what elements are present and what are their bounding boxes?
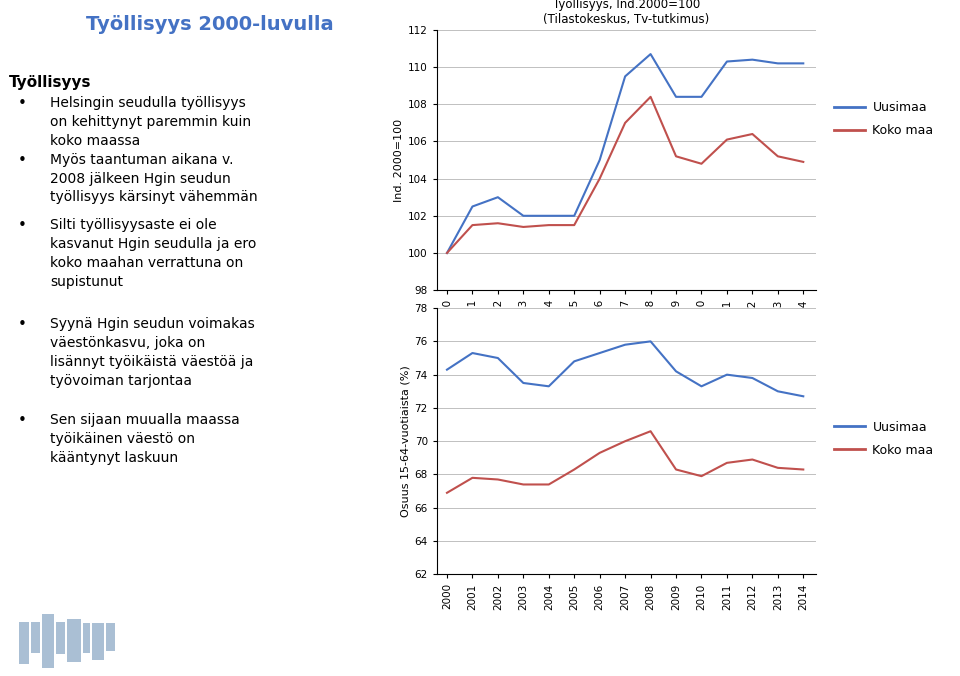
FancyBboxPatch shape [83, 623, 90, 653]
Text: Työllisyys 2000-luvulla: Työllisyys 2000-luvulla [85, 15, 333, 34]
Text: •: • [17, 153, 26, 168]
FancyBboxPatch shape [31, 622, 40, 653]
Text: Syynä Hgin seudun voimakas
väestönkasvu, joka on
lisännyt työikäistä väestöä ja
: Syynä Hgin seudun voimakas väestönkasvu,… [50, 317, 255, 388]
Text: Työllisyys: Työllisyys [9, 75, 91, 90]
Y-axis label: Osuus 15-64-vuotiaista (%): Osuus 15-64-vuotiaista (%) [400, 365, 410, 517]
Text: Myös taantuman aikana v.
2008 jälkeen Hgin seudun
työllisyys kärsinyt vähemmän: Myös taantuman aikana v. 2008 jälkeen Hg… [50, 153, 258, 204]
Legend: Uusimaa, Koko maa: Uusimaa, Koko maa [833, 421, 933, 457]
FancyBboxPatch shape [92, 623, 104, 660]
Text: Helsingin seudulla työllisyys
on kehittynyt paremmin kuin
koko maassa: Helsingin seudulla työllisyys on kehitty… [50, 96, 252, 147]
FancyBboxPatch shape [19, 622, 29, 665]
Text: •: • [17, 317, 26, 332]
Text: •: • [17, 413, 26, 428]
Text: •: • [17, 96, 26, 111]
Title: Työllisyys, Ind.2000=100
(Tilastokeskus, Tv-tutkimus): Työllisyys, Ind.2000=100 (Tilastokeskus,… [543, 0, 709, 26]
Y-axis label: Ind. 2000=100: Ind. 2000=100 [394, 118, 404, 201]
Text: Kaupunkitutkimus TA Oy
Paciuksenkatu 19
00270 Helsinki: Kaupunkitutkimus TA Oy Paciuksenkatu 19 … [805, 609, 950, 658]
FancyBboxPatch shape [67, 619, 81, 662]
FancyBboxPatch shape [42, 614, 54, 668]
FancyBboxPatch shape [56, 622, 65, 654]
Legend: Uusimaa, Koko maa: Uusimaa, Koko maa [833, 101, 933, 137]
Text: Silti työllisyysaste ei ole
kasvanut Hgin seudulla ja ero
koko maahan verrattuna: Silti työllisyysaste ei ole kasvanut Hgi… [50, 218, 256, 289]
Text: •: • [17, 218, 26, 233]
Text: Sen sijaan muualla maassa
työikäinen väestö on
kääntynyt laskuun: Sen sijaan muualla maassa työikäinen väe… [50, 413, 240, 464]
FancyBboxPatch shape [106, 623, 115, 651]
